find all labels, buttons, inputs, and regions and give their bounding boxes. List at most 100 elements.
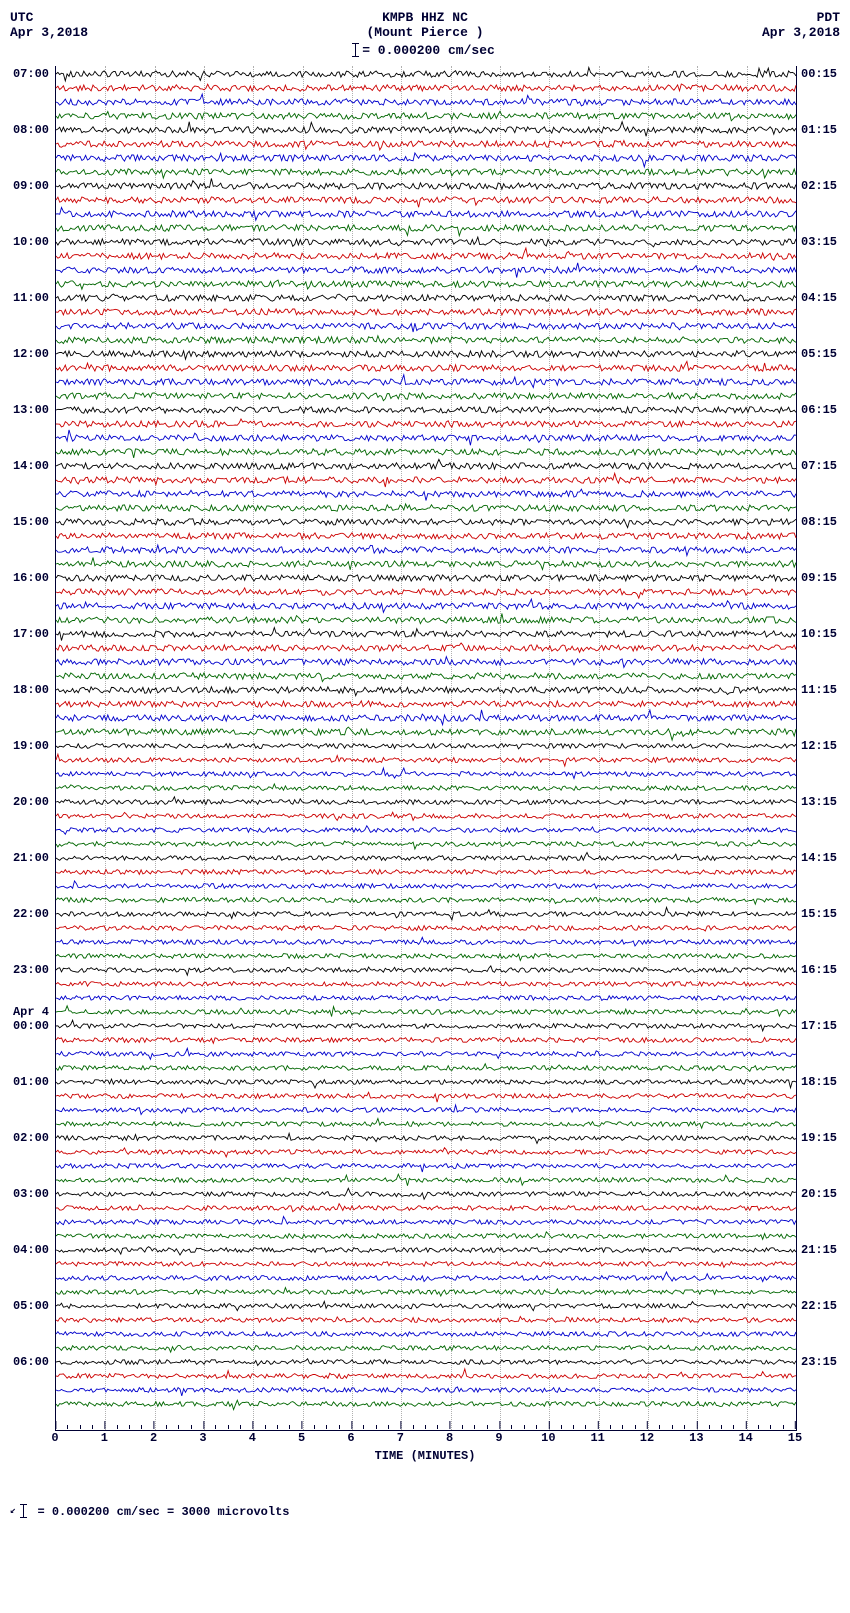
minor-tick xyxy=(363,1425,364,1429)
left-hour-label: 01:00 xyxy=(13,1076,49,1088)
minor-tick xyxy=(413,1425,414,1429)
x-tick: 2 xyxy=(150,1431,157,1445)
left-hour-label: 18:00 xyxy=(13,684,49,696)
header: UTC Apr 3,2018 KMPB HHZ NC (Mount Pierce… xyxy=(10,10,840,58)
left-hour-label: 19:00 xyxy=(13,740,49,752)
minor-tick xyxy=(339,1425,340,1429)
right-hour-label: 02:15 xyxy=(801,180,837,192)
minor-tick xyxy=(721,1425,722,1429)
minor-tick xyxy=(141,1425,142,1429)
x-tick: 6 xyxy=(347,1431,354,1445)
left-hour-label: 00:00 xyxy=(13,1020,49,1032)
seismogram-container: UTC Apr 3,2018 KMPB HHZ NC (Mount Pierce… xyxy=(10,10,840,1519)
right-hour-label: 20:15 xyxy=(801,1188,837,1200)
left-hour-label: 11:00 xyxy=(13,292,49,304)
minor-tick xyxy=(129,1425,130,1429)
minor-tick xyxy=(80,1425,81,1429)
left-hour-label: 09:00 xyxy=(13,180,49,192)
right-hour-label: 23:15 xyxy=(801,1356,837,1368)
right-hour-label: 11:15 xyxy=(801,684,837,696)
x-tick: 1 xyxy=(101,1431,108,1445)
minor-tick xyxy=(585,1425,586,1429)
right-hour-label: 03:15 xyxy=(801,236,837,248)
left-hour-label: 05:00 xyxy=(13,1300,49,1312)
x-tick: 13 xyxy=(689,1431,703,1445)
left-hour-label: 02:00 xyxy=(13,1132,49,1144)
minor-tick xyxy=(622,1425,623,1429)
right-hour-label: 19:15 xyxy=(801,1132,837,1144)
minor-tick xyxy=(215,1425,216,1429)
minor-tick xyxy=(240,1425,241,1429)
right-hour-label: 09:15 xyxy=(801,572,837,584)
minor-tick xyxy=(117,1425,118,1429)
minor-tick xyxy=(474,1425,475,1429)
right-hour-label: 18:15 xyxy=(801,1076,837,1088)
minor-tick xyxy=(524,1425,525,1429)
minor-tick xyxy=(733,1425,734,1429)
x-tick: 14 xyxy=(738,1431,752,1445)
right-hour-label: 08:15 xyxy=(801,516,837,528)
minor-tick xyxy=(289,1425,290,1429)
right-hour-label: 05:15 xyxy=(801,348,837,360)
tz-right: PDT xyxy=(740,10,840,25)
minor-tick xyxy=(265,1425,266,1429)
minor-tick xyxy=(635,1425,636,1429)
left-hour-label: 06:00 xyxy=(13,1356,49,1368)
minor-tick xyxy=(314,1425,315,1429)
right-hour-label: 01:15 xyxy=(801,124,837,136)
left-hour-label: 07:00 xyxy=(13,68,49,80)
minor-tick xyxy=(166,1425,167,1429)
x-tick: 7 xyxy=(397,1431,404,1445)
right-hour-label: 13:15 xyxy=(801,796,837,808)
minor-tick xyxy=(511,1425,512,1429)
left-hour-label: 21:00 xyxy=(13,852,49,864)
minor-tick xyxy=(67,1425,68,1429)
minor-tick xyxy=(388,1425,389,1429)
minor-tick xyxy=(487,1425,488,1429)
minor-tick xyxy=(178,1425,179,1429)
x-tick: 9 xyxy=(495,1431,502,1445)
footer-scale: ↙ = 0.000200 cm/sec = 3000 microvolts xyxy=(10,1501,840,1519)
scale-text: = 0.000200 cm/sec xyxy=(362,43,495,58)
header-right: PDT Apr 3,2018 xyxy=(740,10,840,58)
x-tick: 3 xyxy=(199,1431,206,1445)
right-hour-label: 16:15 xyxy=(801,964,837,976)
minor-tick xyxy=(709,1425,710,1429)
scale-bar-icon xyxy=(355,43,356,57)
right-hour-label: 22:15 xyxy=(801,1300,837,1312)
footer-text: = 0.000200 cm/sec = 3000 microvolts xyxy=(37,1505,289,1519)
date-right: Apr 3,2018 xyxy=(740,25,840,40)
x-axis: TIME (MINUTES) 0123456789101112131415 xyxy=(55,1431,795,1471)
x-tick: 15 xyxy=(788,1431,802,1445)
date-left: Apr 3,2018 xyxy=(10,25,110,40)
left-hour-label: 08:00 xyxy=(13,124,49,136)
minor-tick xyxy=(437,1425,438,1429)
minor-tick xyxy=(326,1425,327,1429)
right-hour-label: 10:15 xyxy=(801,628,837,640)
left-hour-label: 03:00 xyxy=(13,1188,49,1200)
x-axis-title: TIME (MINUTES) xyxy=(55,1449,795,1463)
minor-tick xyxy=(376,1425,377,1429)
minor-tick xyxy=(191,1425,192,1429)
minor-tick xyxy=(684,1425,685,1429)
left-hour-label: 12:00 xyxy=(13,348,49,360)
header-left: UTC Apr 3,2018 xyxy=(10,10,110,58)
left-hour-label: 17:00 xyxy=(13,628,49,640)
minor-ticks xyxy=(55,1425,795,1431)
minor-tick xyxy=(277,1425,278,1429)
trace-waveform xyxy=(56,1394,796,1414)
minor-tick xyxy=(462,1425,463,1429)
minor-tick xyxy=(610,1425,611,1429)
left-hour-label: 15:00 xyxy=(13,516,49,528)
minor-tick xyxy=(770,1425,771,1429)
minor-tick xyxy=(672,1425,673,1429)
x-tick: 4 xyxy=(249,1431,256,1445)
left-hour-label: 16:00 xyxy=(13,572,49,584)
left-hour-label: 14:00 xyxy=(13,460,49,472)
footer-scale-bar-icon xyxy=(23,1504,24,1518)
left-hour-label: 22:00 xyxy=(13,908,49,920)
right-hour-label: 21:15 xyxy=(801,1244,837,1256)
minor-tick xyxy=(228,1425,229,1429)
right-hour-label: 12:15 xyxy=(801,740,837,752)
right-hour-label: 04:15 xyxy=(801,292,837,304)
